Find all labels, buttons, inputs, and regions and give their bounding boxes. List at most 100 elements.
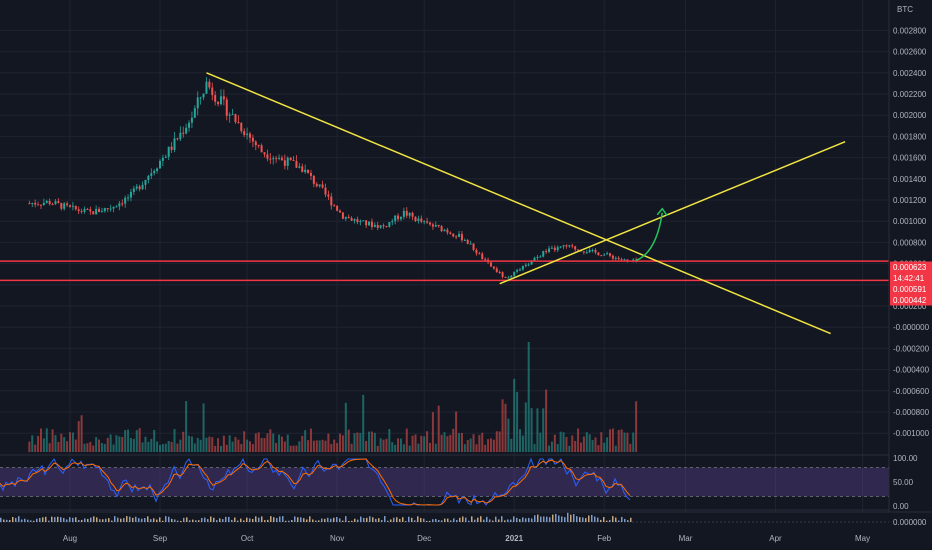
volume-bar [289,445,292,452]
candle [330,192,333,210]
volume-bar [208,436,211,452]
time-tick-label: 2021 [505,534,523,543]
candle [272,155,275,165]
candle [278,154,281,161]
candle [86,207,89,210]
bottom-indicator-bar [306,519,308,522]
bottom-indicator-bar [48,520,50,522]
bottom-indicator-bar [396,517,398,522]
bottom-indicator-bar [75,517,77,522]
bottom-indicator-bar [102,519,104,522]
bottom-indicator-bar [186,517,188,522]
candle [304,164,307,174]
candle [565,244,568,249]
volume-bar [185,401,188,452]
bottom-indicator-bar [219,518,221,522]
volume-bar [426,431,429,452]
volume-bar [100,443,103,452]
bottom-indicator-bar [21,519,23,522]
time-tick-label: Aug [63,534,77,543]
bottom-indicator-bar [414,520,416,522]
volume-bar [132,438,135,452]
candle [420,215,423,224]
candle [600,254,603,257]
volume-bar [495,431,498,452]
price-tick-label: -0.000400 [893,366,930,375]
bottom-indicator-bar [249,518,251,522]
bottom-indicator-bar [456,520,458,522]
volume-bar [135,430,138,452]
bottom-indicator-bar [246,517,248,522]
volume-bar [635,401,638,452]
candle [263,152,266,158]
volume-bar [542,408,545,452]
bottom-indicator-bar [93,516,95,522]
bottom-indicator-bar [477,517,479,522]
volume-bar [585,432,588,452]
volume-bar [164,443,167,452]
bottom-indicator-bar [588,515,590,522]
bottom-indicator-bar [171,518,173,522]
bottom-indicator-bar [591,514,593,522]
bottom-indicator-bar [81,519,83,522]
candle [121,199,124,207]
price-axis[interactable]: BTC 0.002800 0.002600 0.002400 0.002200 0.00… [893,5,930,438]
volume-bar [228,435,231,452]
volume-bar [356,432,359,452]
candle [251,134,254,148]
candle [34,199,37,208]
candle [417,215,420,224]
volume-bar [298,441,301,452]
bottom-indicator-bar [366,517,368,522]
candle [51,202,54,206]
bottom-indicator-bar [39,518,41,522]
candle [614,256,617,261]
volume-bar [301,435,304,452]
bottom-indicator-bar [390,519,392,522]
time-axis[interactable]: Aug Sep Oct Nov Dec 2021 Feb Mar Apr May [63,534,870,543]
volume-bar [115,435,118,452]
bottom-indicator-bar [156,519,158,522]
candle [336,205,339,212]
candle [443,228,446,232]
bottom-indicator-bar [558,515,560,522]
bottom-indicator-bar [51,516,53,522]
candle [115,205,118,208]
bottom-indicator-bar [618,520,620,522]
volume-bar [562,432,565,452]
volume-bar [431,412,434,452]
candle [559,246,562,249]
price-tick-label: -0.000000 [893,323,930,332]
volume-bar [513,378,516,452]
volume-bar [519,429,521,452]
candle [74,205,77,211]
bottom-indicator-bar [222,519,224,522]
candle [527,262,530,267]
candle [597,252,600,256]
volume-bar [545,389,548,452]
time-tick-label: Feb [597,534,611,543]
bottom-indicator-bar [174,519,176,522]
candle [501,271,504,279]
candle [150,168,153,180]
candle [71,201,74,211]
volume-bar [411,435,414,452]
candle [280,155,283,161]
bottom-indicator-bar [231,519,233,522]
bottom-indicator-bar [309,516,311,522]
volume-bar [379,438,382,452]
bottom-indicator-bar [33,520,35,522]
bottom-indicator-bar [453,518,455,522]
candle [286,156,289,170]
bottom-indicator-bar [297,517,299,522]
bottom-indicator-bar [420,517,422,522]
volume-bar [292,445,295,452]
candle [185,123,188,135]
bottom-indicator-bar [546,516,548,522]
candle [112,206,115,213]
volume-bar [487,439,490,452]
price-tick-label: 0.002600 [893,48,927,57]
candle [446,227,449,235]
